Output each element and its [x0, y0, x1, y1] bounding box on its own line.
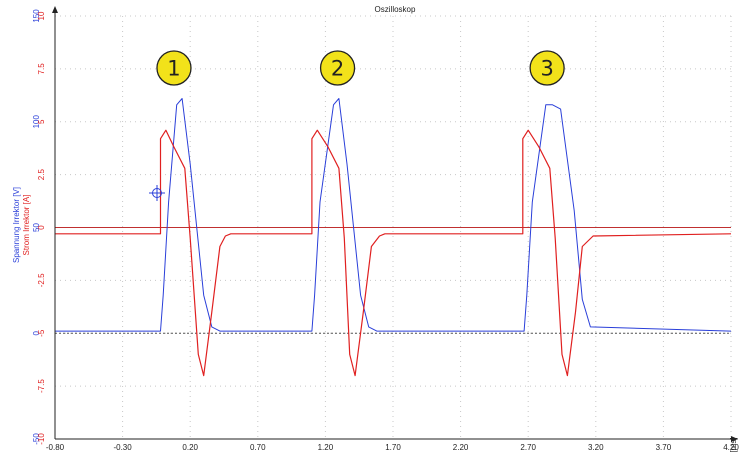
y-axis-arrow — [52, 6, 58, 13]
x-tick-label: 3.20 — [588, 443, 604, 452]
y-tick-label-voltage: -50 — [32, 433, 41, 445]
x-tick-label: 1.70 — [385, 443, 401, 452]
y-tick-label-current: 5 — [37, 119, 46, 124]
y-tick-label-voltage: 0 — [32, 330, 41, 335]
svg-text:1: 1 — [167, 57, 180, 81]
series-line-voltage — [55, 98, 732, 332]
x-tick-label: 3.70 — [656, 443, 672, 452]
y-tick-label-current: 2.5 — [37, 169, 46, 181]
x-tick-label: 2.70 — [520, 443, 536, 452]
svg-text:3: 3 — [540, 57, 553, 81]
y-tick-label-current: -2.5 — [37, 273, 46, 287]
y-tick-label-current: -10 — [37, 433, 46, 445]
x-tick-label: 2.20 — [453, 443, 469, 452]
y-tick-label-current: 7.5 — [37, 63, 46, 75]
pulse-marker-2: 2 — [319, 50, 356, 86]
x-tick-label: 4.20 — [723, 443, 739, 452]
x-tick-label: 0.70 — [250, 443, 266, 452]
x-tick-label: -0.80 — [46, 443, 65, 452]
axes — [52, 6, 738, 442]
tick-labels: -0.80 -0.30 0.20 0.70 1.20 1.70 2.20 2.70 3.20 3.… — [32, 9, 739, 452]
y-tick-label-current: 0 — [37, 225, 46, 230]
x-tick-label: 1.20 — [318, 443, 334, 452]
reference-lines — [55, 227, 731, 334]
annotations: 1 2 3 — [156, 50, 565, 86]
x-tick-label: -0.30 — [113, 443, 132, 452]
svg-text:2: 2 — [331, 57, 344, 81]
pulse-marker-3: 3 — [529, 50, 565, 86]
y-tick-label-voltage: 50 — [32, 223, 41, 232]
y-tick-label-voltage: 150 — [32, 9, 41, 23]
y-axis-label-voltage: Spannung Irrektor [V] — [12, 187, 21, 263]
chart-title: Oszilloskop — [375, 5, 416, 14]
cursor-crosshair[interactable] — [149, 185, 165, 201]
x-axis-unit-label: [ms] — [729, 437, 738, 452]
y-tick-label-voltage: 100 — [32, 115, 41, 129]
y-tick-label-current: 10 — [37, 11, 46, 20]
x-axis-arrow — [731, 436, 738, 442]
x-tick-label: 0.20 — [182, 443, 198, 452]
series-group — [55, 98, 732, 377]
pulse-marker-1: 1 — [156, 50, 192, 86]
y-tick-label-current: -7.5 — [37, 379, 46, 393]
series-line-current — [55, 129, 732, 377]
y-tick-label-current: -5 — [37, 329, 46, 337]
y-axis-label-current: Strom Irrektor [A] — [22, 195, 31, 256]
